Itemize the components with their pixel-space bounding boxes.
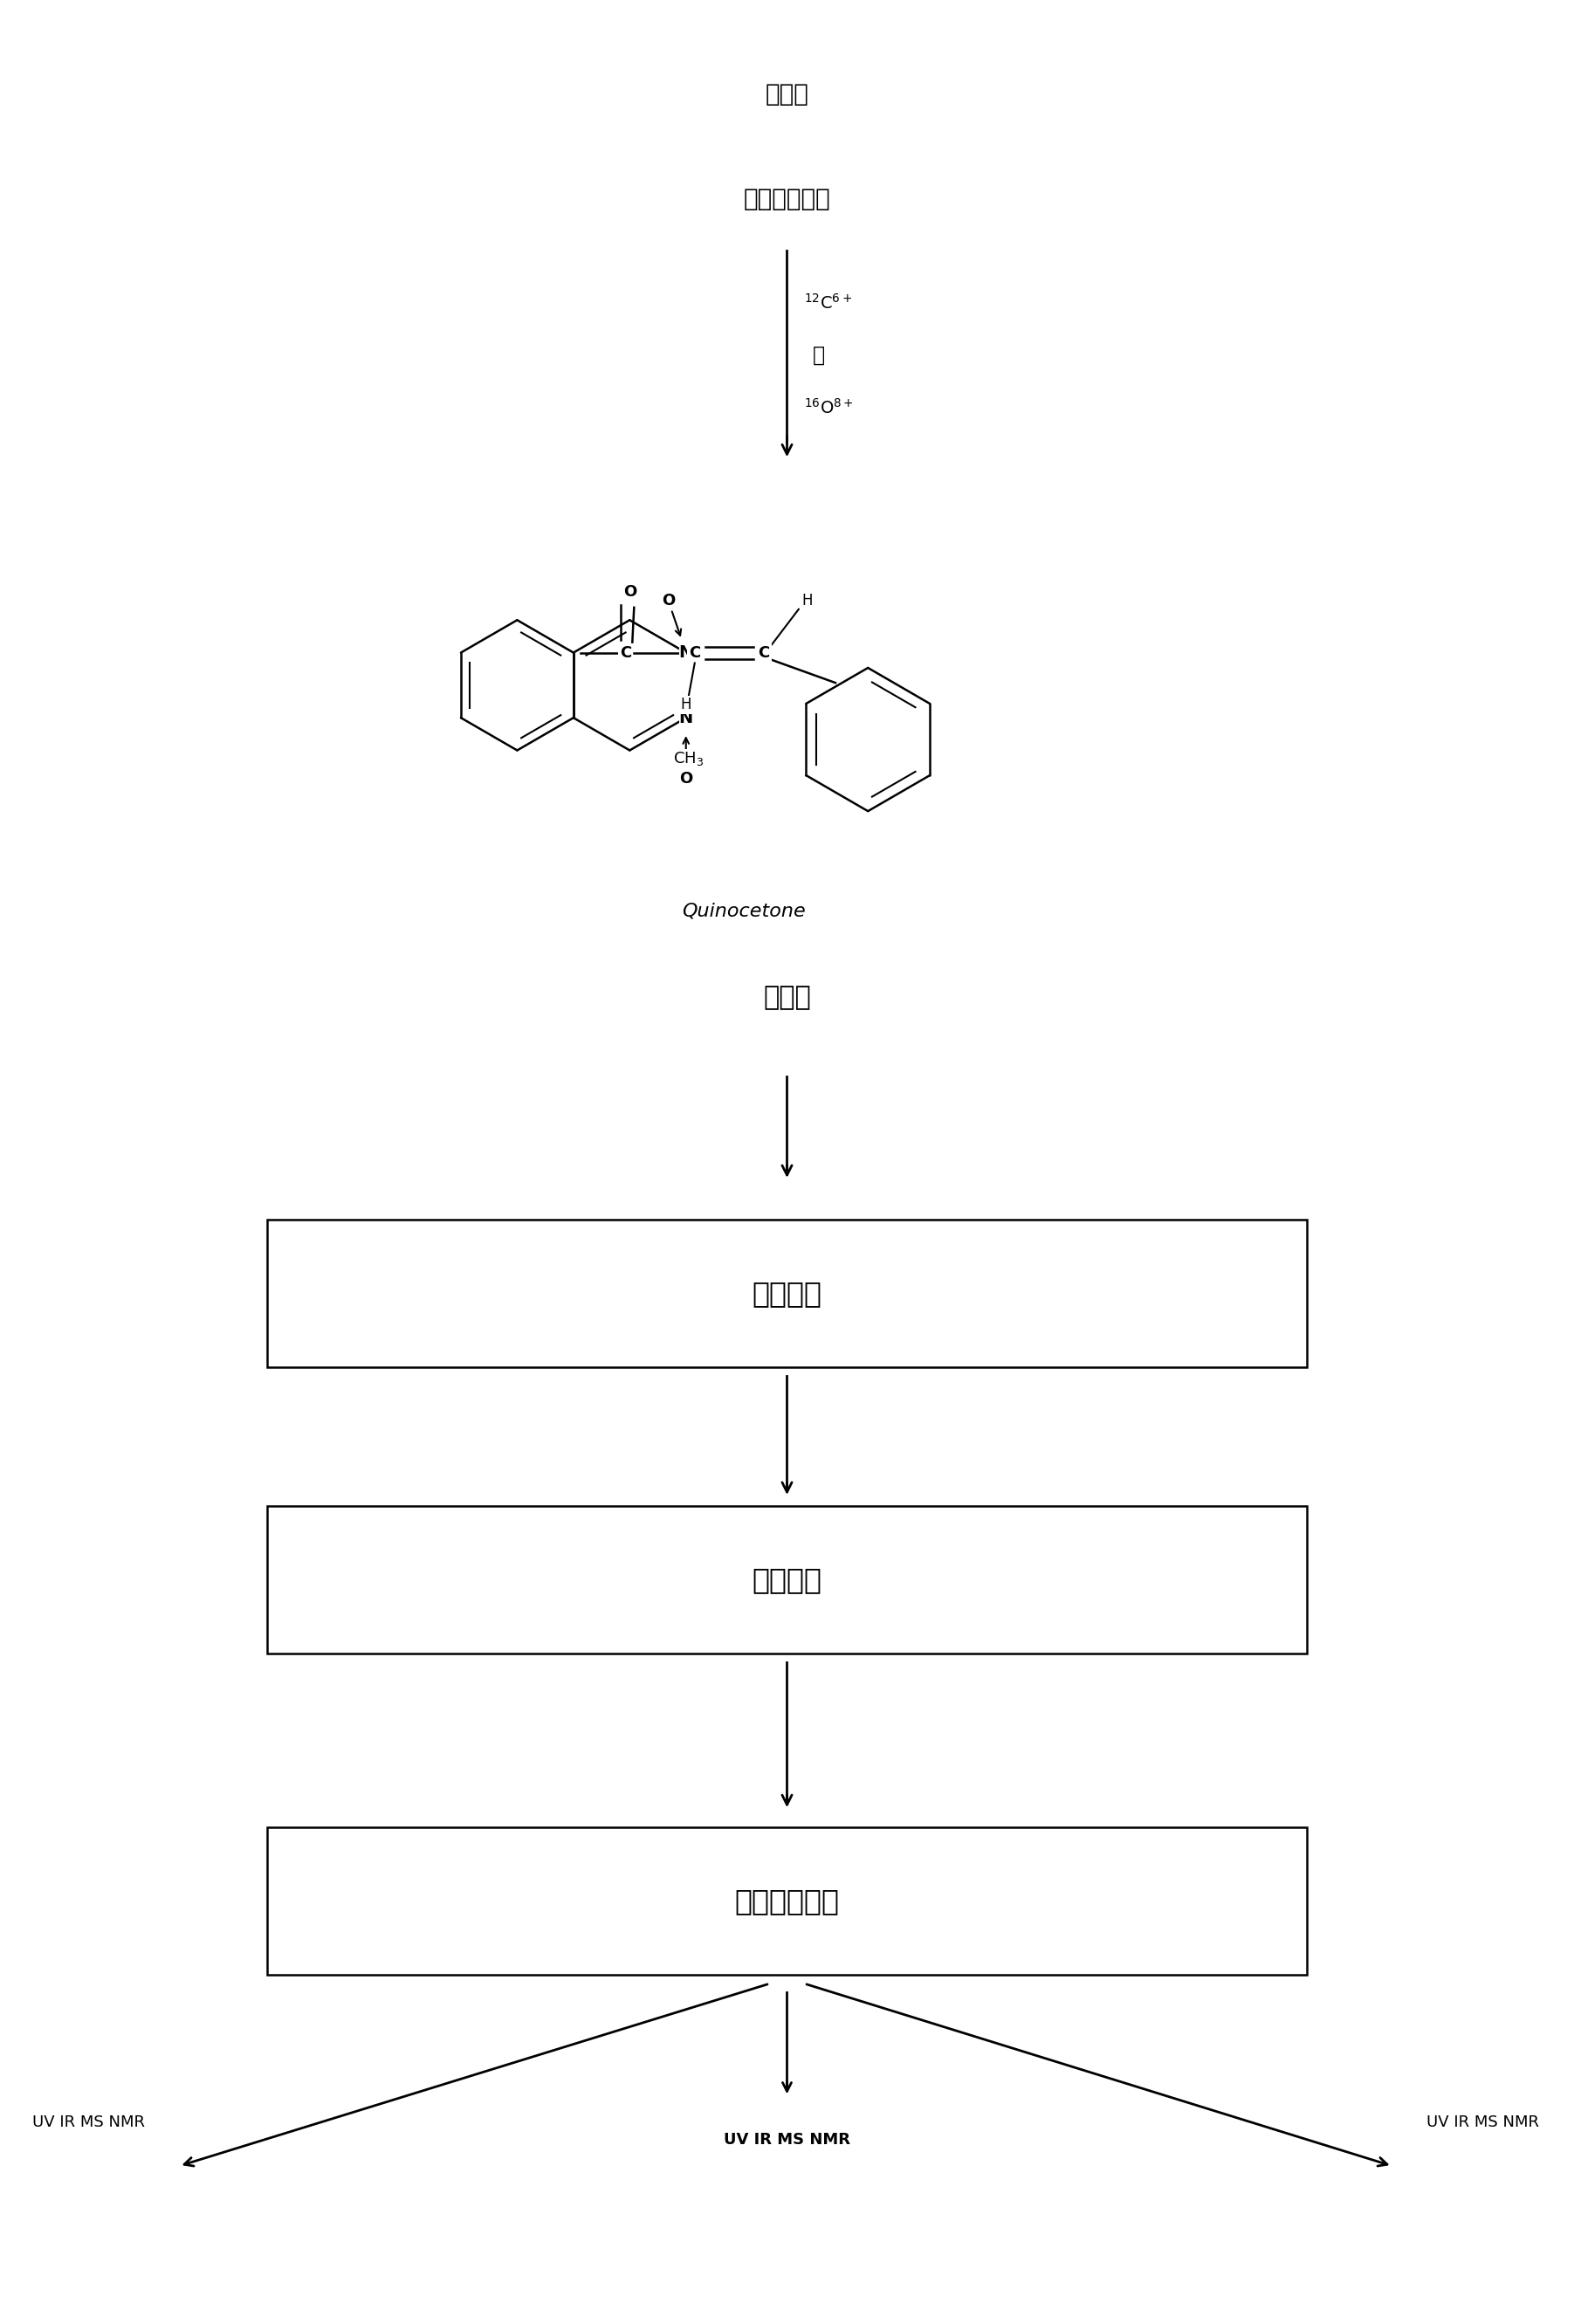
Bar bbox=[268, 1220, 1306, 1367]
Text: 分离活性物质: 分离活性物质 bbox=[735, 1887, 839, 1915]
Bar bbox=[268, 1506, 1306, 1655]
Text: O: O bbox=[663, 593, 675, 609]
Text: 重离子加速器: 重离子加速器 bbox=[743, 186, 831, 211]
Bar bbox=[268, 1827, 1306, 1975]
Text: Quinocetone: Quinocetone bbox=[682, 902, 806, 920]
Text: CH$_3$: CH$_3$ bbox=[674, 751, 704, 767]
Text: 辐照产物: 辐照产物 bbox=[752, 1278, 822, 1308]
Text: UV IR MS NMR: UV IR MS NMR bbox=[724, 2131, 850, 2147]
Text: C: C bbox=[689, 644, 700, 660]
Text: 抑菌实验: 抑菌实验 bbox=[752, 1566, 822, 1594]
Text: $^{16}$O$^{8+}$: $^{16}$O$^{8+}$ bbox=[804, 397, 855, 416]
Text: $^{12}$C$^{6+}$: $^{12}$C$^{6+}$ bbox=[804, 293, 853, 314]
Text: H: H bbox=[680, 697, 691, 713]
Text: 噎烯酱: 噎烯酱 bbox=[763, 985, 811, 1011]
Text: N: N bbox=[678, 709, 693, 725]
Text: 或: 或 bbox=[814, 344, 825, 365]
Text: O: O bbox=[623, 583, 636, 600]
Text: O: O bbox=[680, 772, 693, 786]
Text: UV IR MS NMR: UV IR MS NMR bbox=[1426, 2115, 1539, 2131]
Text: N: N bbox=[678, 644, 693, 660]
Text: UV IR MS NMR: UV IR MS NMR bbox=[31, 2115, 145, 2131]
Text: C: C bbox=[759, 644, 770, 660]
Text: H: H bbox=[801, 593, 812, 609]
Text: 噎噼嘎: 噎噼嘎 bbox=[765, 81, 809, 107]
Text: C: C bbox=[620, 644, 631, 660]
